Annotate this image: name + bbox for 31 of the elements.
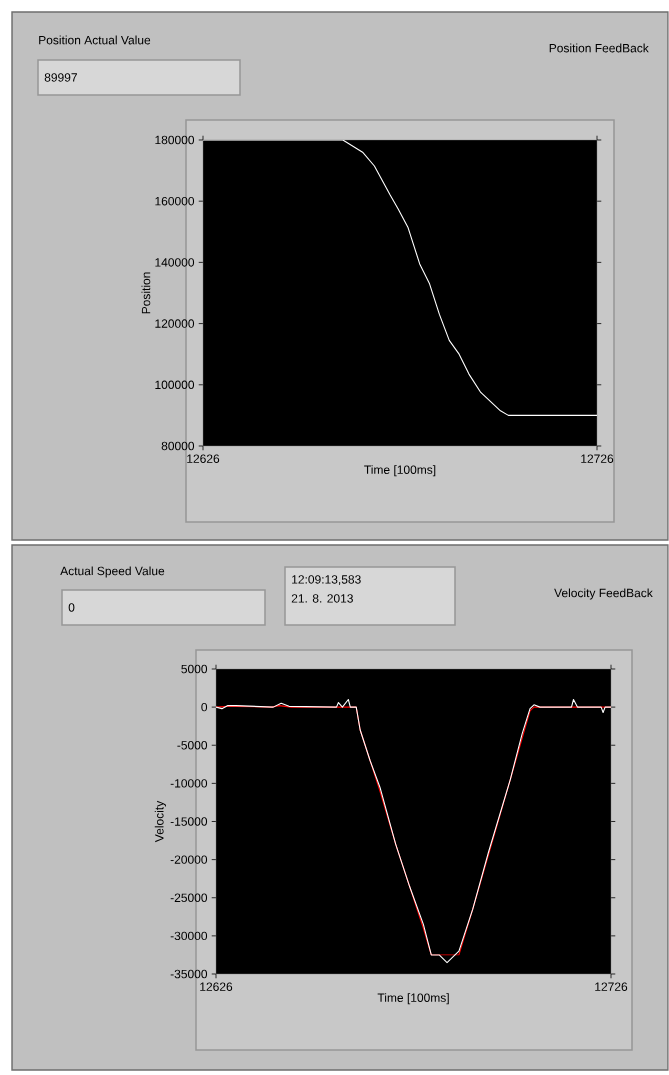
y-tick-label: 120000	[155, 319, 195, 328]
y-tick-label: 160000	[155, 196, 195, 206]
x-axis-title: Time [100ms]	[364, 465, 436, 477]
x-axis-title: Time [100ms]	[377, 993, 449, 1005]
y-tick-label: 80000	[161, 441, 195, 451]
text: 12:09:13,583	[292, 575, 361, 586]
chart-title: Velocity FeedBack	[554, 588, 653, 600]
x-tick-label: 12726	[595, 982, 628, 991]
text: Actual Speed Value	[60, 566, 165, 578]
x-tick-label: 12726	[581, 454, 614, 463]
y-tick-label: -25000	[170, 893, 208, 902]
x-tick-label: 12626	[187, 454, 220, 463]
y-tick-label: 5000	[181, 664, 208, 674]
y-tick-label: -35000	[170, 969, 208, 979]
x-tick-label: 12626	[200, 982, 233, 991]
y-tick-label: -5000	[177, 741, 208, 750]
y-tick-label: -10000	[170, 779, 208, 788]
y-tick-label: 180000	[155, 135, 195, 145]
y-tick-label: 140000	[155, 258, 195, 267]
y-axis-title: Velocity	[154, 800, 167, 843]
y-tick-label: 0	[201, 702, 208, 712]
text: 0	[68, 603, 75, 612]
y-tick-label: -15000	[170, 817, 208, 826]
y-axis-title: Position	[141, 272, 151, 314]
y-tick-label: -20000	[170, 855, 208, 864]
text: Position Actual Value	[39, 35, 151, 45]
text: 89997	[44, 73, 78, 82]
text: 21. 8. 2013	[291, 594, 354, 603]
y-tick-label: 100000	[155, 380, 195, 390]
y-tick-label: -30000	[170, 931, 208, 941]
chart-title: Position FeedBack	[549, 43, 649, 53]
